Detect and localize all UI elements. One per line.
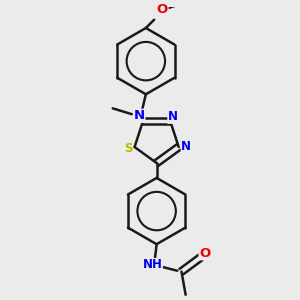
Text: N: N — [168, 110, 178, 123]
Text: S: S — [124, 142, 132, 155]
Text: N: N — [134, 109, 145, 122]
Text: N: N — [181, 140, 191, 153]
Text: NH: NH — [142, 258, 162, 272]
Text: O: O — [199, 247, 210, 260]
Text: O: O — [157, 3, 168, 16]
